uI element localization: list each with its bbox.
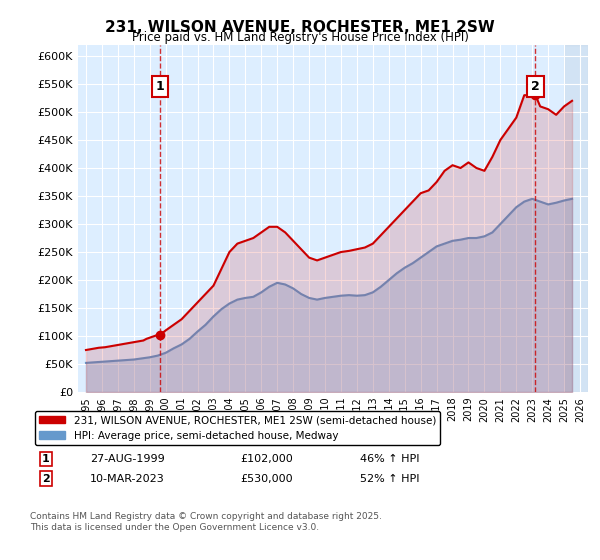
Text: 231, WILSON AVENUE, ROCHESTER, ME1 2SW: 231, WILSON AVENUE, ROCHESTER, ME1 2SW: [105, 20, 495, 35]
Text: 46% ↑ HPI: 46% ↑ HPI: [360, 454, 419, 464]
Bar: [564, 45, 588, 392]
Text: Price paid vs. HM Land Registry's House Price Index (HPI): Price paid vs. HM Land Registry's House …: [131, 31, 469, 44]
Text: 2: 2: [42, 474, 50, 484]
Text: 52% ↑ HPI: 52% ↑ HPI: [360, 474, 419, 484]
Legend: 231, WILSON AVENUE, ROCHESTER, ME1 2SW (semi-detached house), HPI: Average price: 231, WILSON AVENUE, ROCHESTER, ME1 2SW (…: [35, 411, 440, 445]
Text: Contains HM Land Registry data © Crown copyright and database right 2025.
This d: Contains HM Land Registry data © Crown c…: [30, 512, 382, 532]
Text: 1: 1: [156, 80, 164, 93]
Text: 1: 1: [42, 454, 50, 464]
Text: £530,000: £530,000: [240, 474, 293, 484]
Text: 10-MAR-2023: 10-MAR-2023: [90, 474, 165, 484]
Text: £102,000: £102,000: [240, 454, 293, 464]
Text: 27-AUG-1999: 27-AUG-1999: [90, 454, 165, 464]
Text: 2: 2: [531, 80, 540, 93]
